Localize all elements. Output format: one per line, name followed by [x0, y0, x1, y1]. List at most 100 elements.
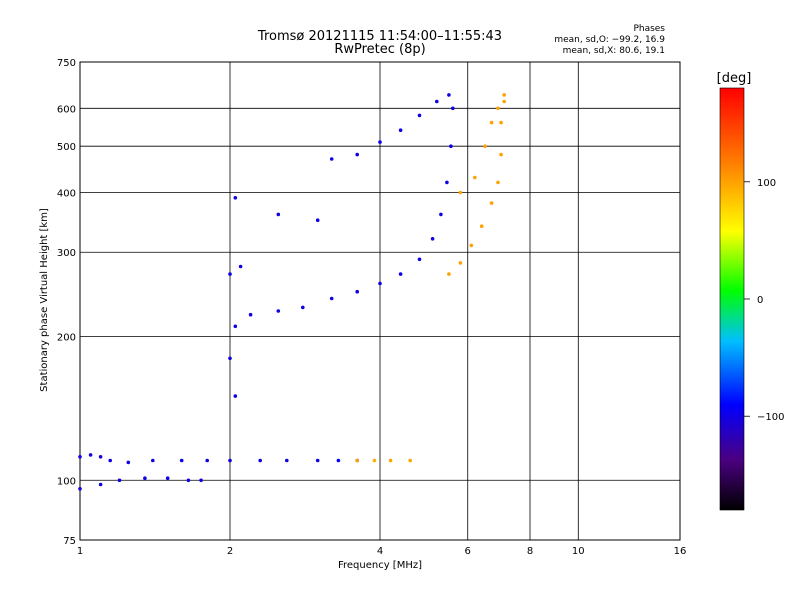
echo-point: [238, 264, 243, 269]
echo-point: [78, 487, 82, 491]
echo-point: [499, 120, 503, 125]
colorbar-label: [deg]: [717, 71, 752, 86]
echo-point: [98, 455, 103, 459]
x-tick-label: 4: [377, 546, 383, 557]
trace-7: [228, 196, 320, 398]
echo-point: [233, 394, 238, 398]
echo-point: [276, 212, 281, 217]
echo-point: [502, 93, 507, 97]
echo-point: [458, 190, 463, 195]
echo-point: [228, 458, 232, 463]
x-axis-label: Frequency [MHz]: [338, 560, 422, 571]
echo-point: [355, 458, 360, 463]
echo-point: [355, 289, 360, 294]
echo-point: [435, 99, 439, 104]
y-tick-label: 300: [57, 248, 76, 259]
echo-point: [143, 476, 147, 481]
echo-point: [439, 212, 443, 217]
echo-point: [449, 144, 453, 148]
y-axis-label: Stationary phase Virtual Height [km]: [39, 208, 50, 392]
y-tick-label: 600: [57, 104, 76, 115]
colorbar-tick-label: 100: [757, 178, 776, 189]
echo-point: [126, 460, 131, 465]
echo-point: [329, 157, 334, 161]
echo-point: [473, 175, 477, 180]
trace-4: [329, 93, 451, 161]
x-tick-labels: 1 2 4 6 8 10 16: [77, 546, 687, 557]
echo-point: [315, 218, 320, 222]
echo-point: [329, 296, 334, 301]
echo-point: [199, 478, 203, 483]
trace-3: [233, 106, 455, 329]
echo-point: [248, 312, 253, 317]
echo-point: [228, 272, 232, 276]
y-tick-label: 75: [63, 536, 76, 547]
grid-lines: [80, 62, 680, 540]
echo-point: [398, 272, 403, 276]
echo-point: [355, 152, 360, 157]
echo-point: [378, 281, 382, 286]
stats-line-x: mean, sd,X: 80.6, 19.1: [563, 46, 665, 56]
echo-point: [179, 458, 184, 463]
echo-point: [228, 356, 232, 361]
x-tick-label: 8: [527, 546, 533, 557]
y-tick-label: 500: [57, 142, 76, 153]
stats-header: Phases: [633, 24, 665, 34]
echo-point: [233, 196, 238, 200]
echo-point: [117, 478, 122, 483]
echo-points: [78, 93, 507, 491]
trace-5: [447, 99, 507, 276]
echo-point: [458, 261, 463, 265]
echo-point: [489, 120, 494, 125]
colorbar: [719, 87, 745, 511]
echo-point: [502, 99, 507, 104]
trace-2: [78, 476, 203, 491]
echo-point: [165, 476, 170, 481]
echo-point: [451, 106, 455, 111]
y-tick-label: 750: [57, 58, 76, 69]
x-tick-label: 2: [227, 546, 233, 557]
trace-0: [78, 453, 360, 465]
echo-point: [496, 180, 500, 185]
echo-point: [276, 309, 281, 313]
echo-point: [445, 180, 449, 185]
echo-point: [372, 458, 377, 463]
y-tick-labels: 75 100 200 300 400 500 600 750: [57, 58, 76, 547]
echo-point: [301, 305, 305, 310]
y-tick-label: 100: [57, 476, 76, 487]
y-tick-label: 400: [57, 188, 76, 199]
echo-point: [417, 257, 422, 262]
y-tick-label: 200: [57, 332, 76, 343]
trace-1: [355, 458, 413, 463]
echo-point: [233, 324, 238, 329]
echo-point: [388, 458, 393, 463]
x-tick-label: 1: [77, 546, 83, 557]
echo-point: [336, 458, 341, 463]
echo-point: [398, 128, 403, 132]
echo-point: [447, 272, 451, 276]
trace-6: [458, 93, 507, 195]
echo-point: [496, 106, 500, 111]
echo-point: [489, 201, 494, 205]
chart-subtitle: RwPretec (8p): [334, 42, 425, 57]
echo-point: [447, 93, 451, 97]
x-tick-label: 10: [572, 546, 585, 557]
x-tick-label: 6: [465, 546, 471, 557]
echo-point: [378, 140, 382, 144]
echo-point: [108, 458, 112, 463]
echo-point: [205, 458, 209, 463]
echo-point: [88, 453, 93, 457]
echo-point: [430, 237, 435, 241]
echo-point: [78, 455, 82, 459]
echo-point: [417, 113, 422, 118]
colorbar-tick-label: 0: [757, 295, 763, 306]
echo-point: [186, 478, 191, 483]
colorbar-ticks: 100 0 −100: [744, 178, 784, 423]
echo-point: [315, 458, 320, 463]
colorbar-tick-label: −100: [757, 412, 784, 423]
chart-title: Tromsø 20121115 11:54:00–11:55:43: [257, 29, 502, 44]
echo-point: [258, 458, 263, 463]
stats-line-o: mean, sd,O: −99.2, 16.9: [554, 35, 665, 45]
echo-point: [483, 144, 487, 148]
